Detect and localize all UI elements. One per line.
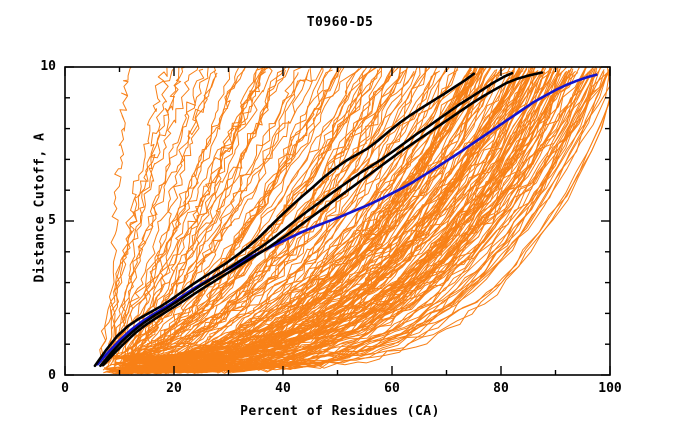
background-curve xyxy=(110,68,205,370)
background-curve xyxy=(157,70,471,373)
series-reference-blue xyxy=(96,73,598,366)
series-model-black-1 xyxy=(93,72,476,368)
background-curve xyxy=(121,67,472,372)
background-curve xyxy=(125,72,394,361)
background-curve xyxy=(120,68,476,372)
background-curve xyxy=(128,71,501,360)
background-curve xyxy=(108,67,132,357)
background-curve xyxy=(129,67,611,375)
y-tick-label-10: 10 xyxy=(40,59,56,74)
background-curve xyxy=(120,66,290,364)
background-curve xyxy=(113,71,609,374)
x-tick-label-20: 20 xyxy=(166,381,182,396)
axis-frame xyxy=(64,66,611,376)
background-curve xyxy=(109,70,359,363)
background-curve xyxy=(113,66,303,367)
background-curve xyxy=(122,68,174,367)
background-curve xyxy=(112,67,611,374)
x-tick-label-0: 0 xyxy=(61,381,69,396)
background-curve xyxy=(116,66,428,359)
background-curve xyxy=(102,66,271,360)
y-tick-label-5: 5 xyxy=(48,213,56,228)
background-curve xyxy=(123,67,342,358)
background-curve xyxy=(124,66,459,373)
background-curve xyxy=(121,67,418,360)
background-curve xyxy=(99,66,186,363)
highlight-curve-group xyxy=(93,71,598,368)
background-curve xyxy=(132,71,540,373)
background-curve xyxy=(115,68,408,364)
background-curve xyxy=(101,66,259,367)
background-curve xyxy=(110,66,246,357)
background-curve xyxy=(133,72,299,358)
background-curve xyxy=(105,66,287,369)
background-curve xyxy=(132,69,610,374)
background-curve xyxy=(106,68,611,375)
background-curve xyxy=(99,72,218,362)
background-curve xyxy=(132,72,309,367)
background-curve xyxy=(110,66,368,359)
background-curve xyxy=(115,68,485,374)
background-curve xyxy=(120,67,401,367)
x-tick-label-100: 100 xyxy=(598,381,622,396)
series-model-black-3 xyxy=(101,71,544,367)
background-curve xyxy=(122,66,483,371)
x-tick-label-80: 80 xyxy=(493,381,509,396)
x-axis-label: Percent of Residues (CA) xyxy=(240,404,440,419)
background-curve xyxy=(131,66,217,367)
background-curve xyxy=(122,66,264,364)
background-curve xyxy=(105,66,182,363)
background-curve xyxy=(116,67,376,359)
page-title: T0960-D5 xyxy=(306,15,374,30)
y-tick-label-0: 0 xyxy=(48,368,56,383)
background-curve xyxy=(112,66,312,361)
background-curve xyxy=(122,67,544,362)
background-curve xyxy=(100,66,199,362)
background-curve xyxy=(127,67,447,373)
background-curve-group xyxy=(99,66,611,375)
series-model-black-2 xyxy=(99,71,514,368)
x-tick-label-60: 60 xyxy=(384,381,400,396)
background-curve xyxy=(105,66,209,363)
x-tick-label-40: 40 xyxy=(275,381,291,396)
